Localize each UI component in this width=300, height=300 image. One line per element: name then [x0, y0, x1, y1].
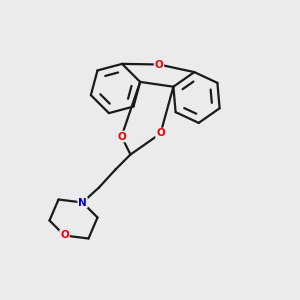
Text: N: N	[78, 197, 87, 208]
Text: O: O	[156, 128, 165, 139]
Text: O: O	[117, 131, 126, 142]
Text: O: O	[154, 59, 164, 70]
Text: O: O	[60, 230, 69, 241]
